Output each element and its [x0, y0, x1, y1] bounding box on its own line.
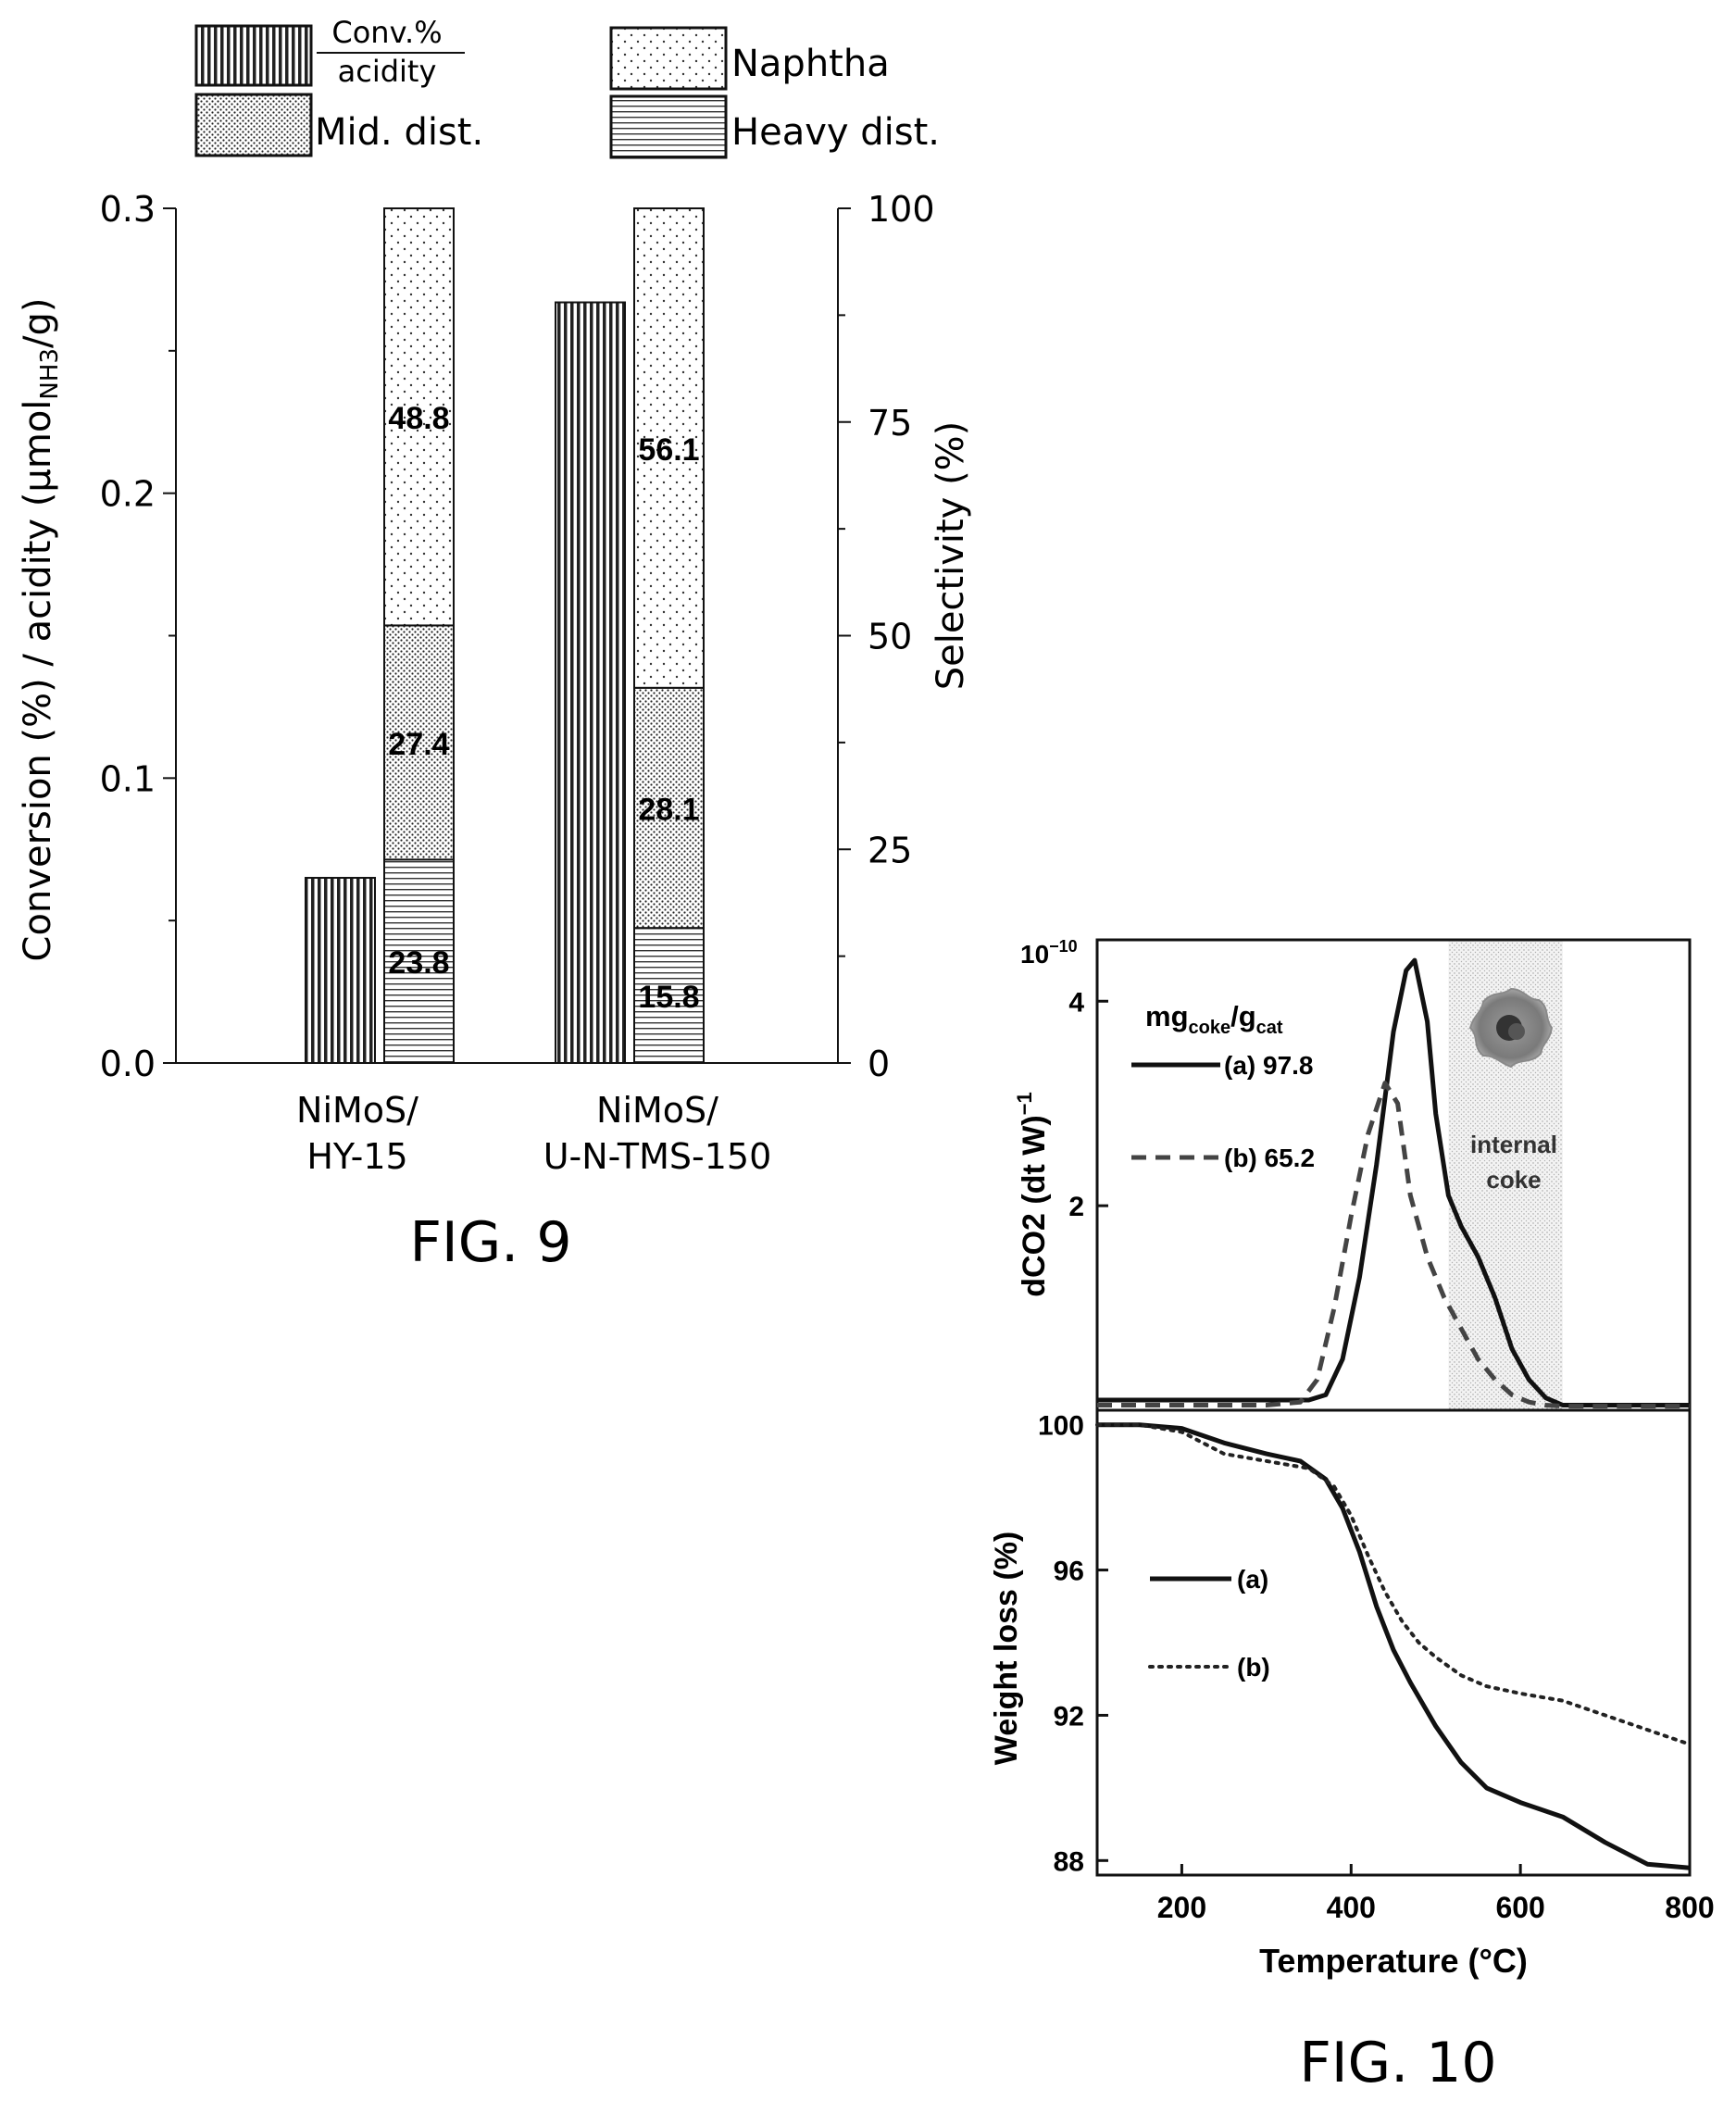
right-tick-label: 50 — [868, 617, 912, 657]
selectivity-naphtha-segment — [383, 207, 455, 627]
left-tick-label: 0.2 — [100, 474, 156, 515]
fig10-top-scale: 10−10 — [1020, 937, 1078, 969]
selectivity-mid-segment — [383, 624, 455, 861]
fig10-annotation-line2: coke — [1486, 1166, 1541, 1194]
top-y-tick-label: 2 — [1068, 1192, 1084, 1222]
top-series-line-b — [1097, 1081, 1690, 1409]
legend-swatch-conversion — [194, 24, 313, 87]
selectivity-naphtha-label: 56.1 — [638, 432, 699, 468]
x-tick-label: 200 — [1157, 1891, 1206, 1924]
selectivity-heavy-segment — [633, 927, 705, 1065]
top-y-tick-label: 4 — [1068, 987, 1084, 1018]
selectivity-mid-segment — [633, 686, 705, 930]
fig9-chart: 0.0 0.1 0.2 0.3 0 25 50 75 100 23.8 27.4 48.8 15.8… — [17, 189, 972, 1177]
right-tick-label: 75 — [868, 403, 912, 444]
fig9-cat0-line2: HY-15 — [306, 1136, 407, 1177]
legend-label-naphtha: Naphtha — [731, 43, 890, 85]
fig10-annotation-line1: internal — [1470, 1131, 1557, 1158]
x-tick-label: 800 — [1665, 1891, 1714, 1924]
conversion-bar — [305, 877, 376, 1064]
fig10-bottom-ticks: 88 92 96 100 200 400 600 800 — [1038, 1411, 1715, 1924]
fig9-bars — [305, 207, 705, 1065]
fig10-bottom-frame — [1095, 1408, 1692, 1877]
fig10-bottom-ylabel: Weight loss (%) — [989, 1532, 1024, 1766]
fig10-top-ticks: 24 — [1068, 987, 1108, 1222]
selectivity-heavy-segment — [383, 858, 455, 1064]
left-tick-label: 0.1 — [100, 758, 156, 799]
legend-conv-bottom: acidity — [338, 54, 437, 89]
bottom-series-line-b — [1095, 1422, 1692, 1746]
legend-label-heavy: Heavy dist. — [731, 111, 940, 154]
fig10-xlabel: Temperature (°C) — [1259, 1942, 1528, 1980]
fig9-left-ylabel: Conversion (%) / acidity (μmolNH3/g) — [17, 298, 64, 962]
fig10-legend-bottom-a-label: (a) — [1237, 1565, 1268, 1594]
selectivity-heavy-label: 15.8 — [638, 980, 699, 1015]
top-series-line-a — [1097, 957, 1690, 1407]
left-tick-label: 0.3 — [100, 189, 156, 230]
selectivity-mid-label: 27.4 — [388, 727, 449, 762]
bottom-y-tick-label: 100 — [1038, 1411, 1084, 1442]
fig9-cat0-line1: NiMoS/ — [296, 1090, 418, 1131]
fig9-cat1-line2: U-N-TMS-150 — [543, 1136, 772, 1177]
legend-swatch-heavy — [609, 94, 728, 159]
legend-swatch-naphtha — [609, 26, 728, 91]
fig10-legend-b-label: (b) 65.2 — [1224, 1144, 1315, 1172]
bottom-series-line-a — [1097, 1422, 1691, 1870]
right-tick-label: 25 — [868, 830, 912, 870]
selectivity-naphtha-label: 48.8 — [388, 401, 449, 436]
fig10-bottom-lines — [1095, 1422, 1692, 1870]
fig9-left-ticks: 0.0 0.1 0.2 0.3 — [100, 189, 176, 1084]
legend-swatch-mid — [194, 93, 313, 157]
x-tick-label: 400 — [1327, 1891, 1376, 1924]
fig10-legend-bottom-b-label: (b) — [1237, 1653, 1270, 1682]
fig10-legend-title: mgcoke/gcat — [1145, 1000, 1283, 1038]
x-tick-label: 600 — [1495, 1891, 1544, 1924]
fig10-top-lines — [1097, 957, 1690, 1409]
fig9-right-ylabel: Selectivity (%) — [930, 421, 972, 691]
bottom-y-tick-label: 88 — [1054, 1846, 1084, 1877]
bottom-y-tick-label: 96 — [1054, 1557, 1084, 1587]
fig9-legend: Conv.% acidity Naphtha Mid. dist. Heavy … — [194, 15, 940, 159]
left-tick-label: 0.0 — [100, 1044, 156, 1084]
legend-label-mid: Mid. dist. — [315, 111, 483, 154]
fig9-caption: FIG. 9 — [409, 1210, 571, 1275]
selectivity-heavy-label: 23.8 — [388, 945, 449, 981]
fig9-bar-labels: 23.8 27.4 48.8 15.8 28.1 56.1 — [388, 401, 699, 1015]
fig10-top-ylabel: dCO2 (dt W)−1 — [1013, 1092, 1052, 1297]
bottom-y-tick-label: 92 — [1054, 1701, 1084, 1732]
selectivity-mid-label: 28.1 — [638, 792, 699, 827]
fig10-caption: FIG. 10 — [1299, 2031, 1496, 2095]
right-tick-label: 100 — [868, 189, 935, 230]
fig10-legend-a-label: (a) 97.8 — [1224, 1051, 1314, 1080]
right-tick-label: 0 — [868, 1044, 890, 1084]
legend-conv-top: Conv.% — [331, 15, 442, 50]
fig10-chart: 24 10−10 dCO2 (dt W)−1 mgcoke/gcat (a) 9… — [989, 937, 1715, 1980]
conversion-bar — [555, 301, 626, 1064]
coke-particle-icon — [1468, 987, 1554, 1069]
fig9-right-ticks: 0 25 50 75 100 — [838, 189, 935, 1084]
fig9-cat1-line1: NiMoS/ — [596, 1090, 718, 1131]
selectivity-naphtha-segment — [633, 207, 705, 689]
